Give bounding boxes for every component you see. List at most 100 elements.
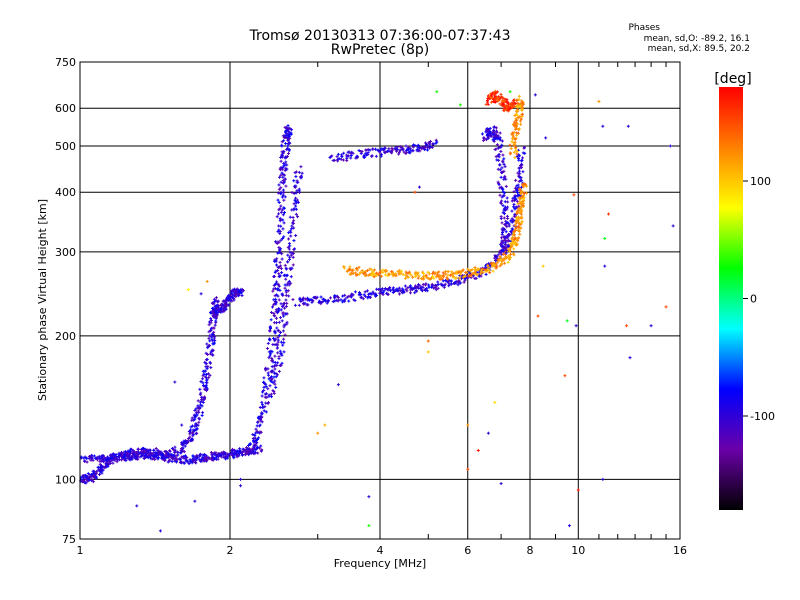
data-point	[92, 475, 96, 479]
data-point	[499, 482, 503, 486]
data-point	[89, 458, 93, 462]
data-point	[280, 195, 284, 199]
data-point	[98, 462, 102, 466]
data-point	[278, 230, 282, 234]
data-point	[205, 367, 209, 371]
data-point	[297, 303, 301, 307]
data-point	[319, 295, 323, 299]
data-point	[269, 392, 273, 396]
data-point	[185, 459, 189, 463]
data-point	[201, 411, 205, 415]
data-point	[199, 391, 203, 395]
data-point	[223, 305, 227, 309]
data-point	[276, 351, 280, 355]
data-point	[208, 329, 212, 333]
data-point	[201, 400, 205, 404]
data-point	[140, 454, 144, 458]
data-point	[246, 449, 250, 453]
data-point	[273, 367, 277, 371]
data-point	[91, 469, 95, 473]
colorbar-tick-label: 0	[750, 293, 757, 306]
data-point	[281, 165, 285, 169]
data-point	[563, 374, 567, 378]
data-point	[144, 449, 148, 453]
data-point	[207, 344, 211, 348]
data-point	[124, 457, 128, 461]
data-point	[120, 452, 124, 456]
data-point	[491, 269, 495, 273]
data-point	[258, 414, 262, 418]
data-point	[625, 324, 629, 328]
data-point	[426, 148, 430, 152]
data-point	[154, 447, 158, 451]
data-point	[201, 377, 205, 381]
data-point	[275, 242, 279, 246]
data-point	[231, 447, 235, 451]
data-point	[141, 448, 145, 452]
data-point	[180, 455, 184, 459]
data-point	[202, 372, 206, 376]
data-point	[266, 367, 270, 371]
data-point	[269, 318, 273, 322]
data-point	[277, 240, 281, 244]
data-point	[268, 325, 272, 329]
data-point	[345, 159, 349, 163]
data-point	[480, 132, 484, 136]
data-point	[272, 313, 276, 317]
data-point	[86, 476, 90, 480]
data-point	[342, 151, 346, 155]
data-point	[162, 458, 166, 462]
data-point	[88, 455, 92, 459]
data-point	[260, 412, 264, 416]
data-point	[283, 211, 287, 215]
data-point	[209, 451, 213, 455]
data-point	[286, 144, 290, 148]
data-point	[238, 449, 242, 453]
data-point	[159, 450, 163, 454]
data-point	[198, 400, 202, 404]
data-point	[101, 468, 105, 472]
data-point	[99, 459, 103, 463]
data-point	[200, 395, 204, 399]
data-point	[266, 341, 270, 345]
data-point	[91, 474, 95, 478]
data-point	[446, 270, 450, 274]
data-point	[239, 484, 243, 488]
data-point	[495, 158, 499, 162]
data-point	[277, 320, 281, 324]
data-point	[279, 238, 283, 242]
data-point	[289, 234, 293, 238]
data-point	[211, 339, 215, 343]
data-point	[508, 90, 512, 94]
data-point	[649, 324, 653, 328]
data-point	[200, 413, 204, 417]
data-point	[214, 319, 218, 323]
data-point	[90, 477, 94, 481]
data-point	[256, 446, 260, 450]
data-point	[209, 311, 213, 315]
data-point	[262, 388, 266, 392]
data-point	[112, 453, 116, 457]
data-point	[276, 198, 280, 202]
data-point	[506, 260, 510, 264]
data-point	[229, 289, 233, 293]
data-point	[273, 339, 277, 343]
x-tick-label: 8	[527, 544, 534, 557]
data-point	[127, 456, 131, 460]
data-point	[279, 218, 283, 222]
data-point	[232, 298, 236, 302]
data-point	[426, 350, 430, 354]
data-point	[193, 415, 197, 419]
data-point	[499, 149, 503, 153]
data-point	[211, 314, 215, 318]
data-point	[258, 431, 262, 435]
data-point	[264, 401, 268, 405]
data-point	[135, 504, 139, 508]
data-point	[279, 264, 283, 268]
data-point	[82, 479, 86, 483]
data-point	[151, 457, 155, 461]
data-point	[83, 459, 87, 463]
data-point	[220, 455, 224, 459]
data-point	[267, 356, 271, 360]
